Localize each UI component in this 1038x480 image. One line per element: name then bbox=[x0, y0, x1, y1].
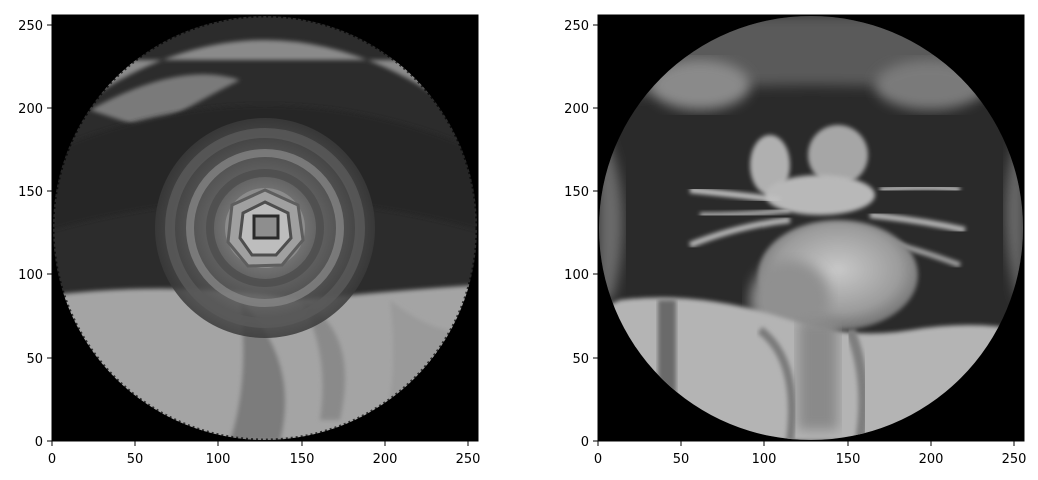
left-axes-frame bbox=[51, 14, 479, 442]
left-x-tick-label: 150 bbox=[290, 452, 315, 467]
right-panel: 0 50 100 150 200 250 0 50 100 150 200 25… bbox=[564, 14, 1027, 467]
left-y-tick-label: 50 bbox=[26, 352, 43, 367]
left-y-tick-label: 100 bbox=[18, 268, 43, 283]
right-x-tick-label: 150 bbox=[836, 452, 861, 467]
left-panel: 0 50 100 150 200 250 0 50 100 150 200 25… bbox=[18, 14, 481, 467]
right-x-axis: 0 50 100 150 200 250 bbox=[594, 441, 1027, 467]
left-y-tick-label: 150 bbox=[18, 185, 43, 200]
left-x-axis: 0 50 100 150 200 250 bbox=[48, 441, 481, 467]
left-x-tick-label: 250 bbox=[456, 452, 481, 467]
right-y-tick-label: 100 bbox=[564, 268, 589, 283]
left-y-tick-label: 200 bbox=[18, 102, 43, 117]
right-y-tick-label: 50 bbox=[572, 352, 589, 367]
left-x-tick-label: 100 bbox=[206, 452, 231, 467]
left-x-tick-label: 0 bbox=[48, 452, 56, 467]
right-x-tick-label: 0 bbox=[594, 452, 602, 467]
left-y-axis: 0 50 100 150 200 250 bbox=[18, 19, 52, 450]
right-axes-frame bbox=[597, 14, 1025, 442]
left-y-tick-label: 250 bbox=[18, 19, 43, 34]
right-x-tick-label: 50 bbox=[673, 452, 690, 467]
right-x-tick-label: 250 bbox=[1002, 452, 1027, 467]
left-y-tick-label: 0 bbox=[35, 435, 43, 450]
right-x-tick-label: 200 bbox=[919, 452, 944, 467]
right-y-axis: 0 50 100 150 200 250 bbox=[564, 19, 598, 450]
right-image bbox=[599, 16, 1023, 440]
right-y-tick-label: 150 bbox=[564, 185, 589, 200]
left-x-tick-label: 50 bbox=[127, 452, 144, 467]
left-image bbox=[53, 16, 477, 440]
left-x-tick-label: 200 bbox=[373, 452, 398, 467]
right-y-tick-label: 0 bbox=[581, 435, 589, 450]
right-y-tick-label: 200 bbox=[564, 102, 589, 117]
right-x-tick-label: 100 bbox=[752, 452, 777, 467]
right-y-tick-label: 250 bbox=[564, 19, 589, 34]
